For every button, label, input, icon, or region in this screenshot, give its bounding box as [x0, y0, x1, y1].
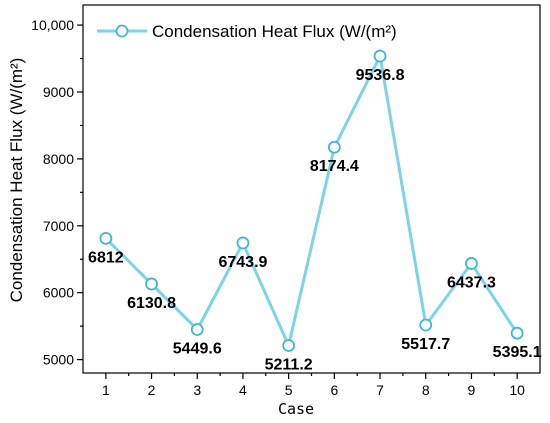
data-label: 5211.2 [265, 356, 313, 373]
y-tick-label: 5000 [43, 352, 74, 368]
x-tick-label: 10 [509, 382, 525, 398]
y-tick-label: 9000 [43, 84, 74, 100]
data-point [465, 257, 478, 270]
legend: Condensation Heat Flux (W/(m²) [97, 22, 397, 41]
data-label: 6812 [88, 249, 124, 266]
data-label: 6743.9 [218, 254, 267, 271]
y-tick-label: 10,000 [31, 17, 74, 33]
x-tick-label: 9 [468, 382, 476, 398]
data-labels: 6812 6130.8 5449.6 6743.9 5211.2 8174.4 9536.8… [88, 67, 542, 373]
data-point [190, 323, 204, 336]
y-tick-label: 6000 [43, 285, 74, 301]
legend-marker [115, 24, 129, 38]
x-tick-label: 5 [285, 382, 293, 398]
data-label: 9536.8 [356, 67, 405, 84]
data-point [99, 231, 113, 245]
data-point [236, 236, 250, 250]
data-label: 6437.3 [447, 274, 496, 291]
x-tick-label: 8 [422, 382, 430, 398]
axes: 1 2 3 4 5 6 7 8 9 10 5000 6000 7000 8000 9000 10,000 [31, 4, 541, 398]
data-point [419, 318, 433, 332]
legend-label: Condensation Heat Flux (W/(m²) [152, 22, 397, 41]
data-label: 8174.4 [310, 158, 359, 175]
x-tick-label: 2 [148, 382, 156, 398]
plot-frame [82, 4, 541, 374]
series-group [99, 49, 524, 352]
data-label: 6130.8 [127, 295, 176, 312]
x-tick-label: 3 [193, 382, 201, 398]
data-point [282, 339, 296, 352]
y-tick-label: 8000 [43, 151, 74, 167]
y-tick-label: 7000 [43, 218, 74, 234]
data-point [145, 277, 158, 291]
data-label: 5517.7 [401, 336, 450, 353]
data-label: 5395.1 [493, 344, 542, 361]
x-axis-label: Case [278, 400, 314, 418]
data-label: 5449.6 [173, 341, 222, 358]
y-axis-label: Condensation Heat Flux (W/(m²) [7, 58, 26, 303]
data-point [327, 140, 341, 154]
x-tick-label: 6 [330, 382, 338, 398]
x-tick-label: 1 [102, 382, 110, 398]
x-tick-label: 7 [376, 382, 384, 398]
data-point [510, 326, 524, 340]
x-tick-label: 4 [239, 382, 247, 398]
series-line [104, 54, 519, 347]
data-point [373, 49, 387, 63]
